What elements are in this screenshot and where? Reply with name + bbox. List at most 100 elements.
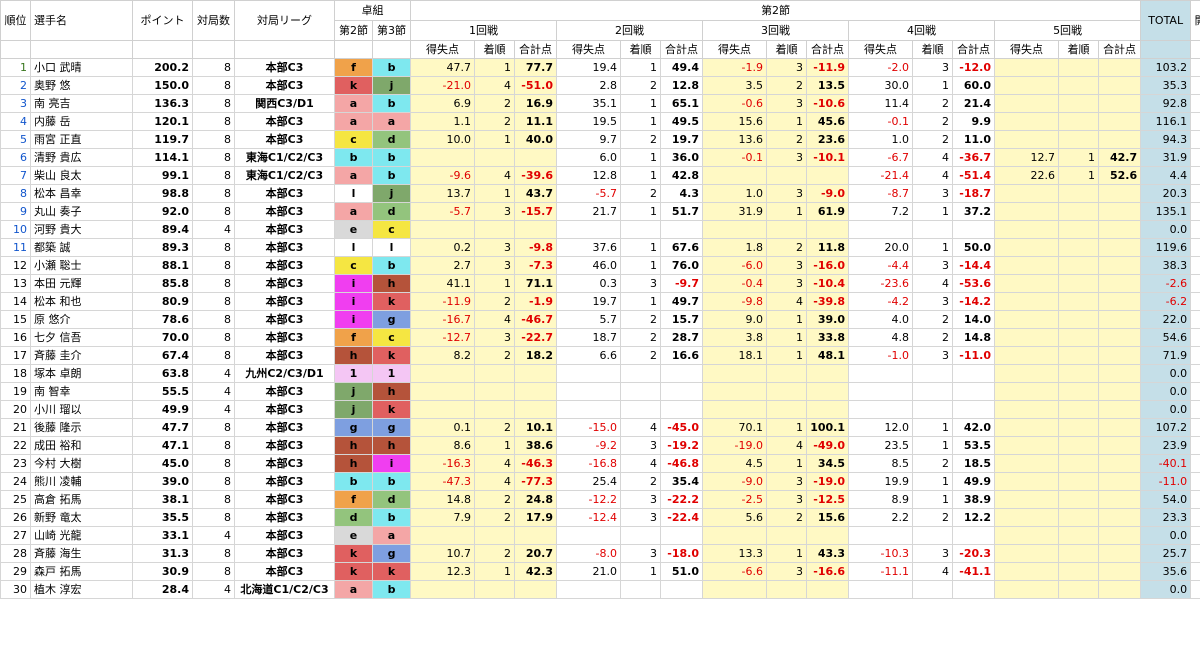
header-gain: 得失点: [848, 40, 913, 59]
match-place: 3: [912, 184, 953, 203]
table-round3-cell: i: [372, 454, 411, 473]
match-sum: 39.0: [806, 310, 849, 329]
match-gain: [994, 292, 1059, 311]
match-sum: [1097, 508, 1142, 527]
match-gain: -0.6: [702, 94, 767, 113]
match-gain: -1.0: [848, 346, 913, 365]
match-gain: -10.3: [848, 544, 913, 563]
match-sum: 48.1: [806, 346, 849, 365]
match-gain: [994, 130, 1059, 149]
points-cell: 55.5: [132, 382, 193, 401]
match-gain: [410, 400, 475, 419]
table-row: 1 小口 武晴 200.2 8 本部C3 f b 47.7 1 77.7 19.4 1 49.4 -1.9…: [0, 58, 1200, 77]
match-sum: [660, 580, 703, 599]
match-place: 1: [620, 166, 661, 185]
match-gain: 2.8: [556, 76, 621, 95]
table-round3-cell: h: [372, 274, 411, 293]
start-cell: 55.5: [1190, 382, 1200, 401]
table-row: 5 雨宮 正直 119.7 8 本部C3 c d 10.0 1 40.0 9.7 2 19.7 13.6 2…: [0, 130, 1200, 149]
rank-cell: 20: [0, 400, 31, 419]
match-sum: -9.0: [806, 184, 849, 203]
header-table-group: 卓組: [334, 0, 411, 21]
total-cell: 0.0: [1140, 400, 1192, 419]
match-place: [1058, 382, 1099, 401]
match-place: 1: [766, 202, 807, 221]
match-sum: -46.3: [514, 454, 557, 473]
match-sum: 77.7: [514, 58, 557, 77]
player-name: 植木 淳宏: [30, 580, 133, 599]
league-cell: 本部C3: [234, 346, 335, 365]
table-round3-cell: h: [372, 382, 411, 401]
match-sum: [1097, 94, 1142, 113]
match-gain: 3.8: [702, 328, 767, 347]
table-row: 24 熊川 凌輔 39.0 8 本部C3 b b -47.3 4 -77.3 25.4 2 35.4 -9…: [0, 472, 1200, 491]
player-name: 柴山 良太: [30, 166, 133, 185]
match-place: 2: [912, 94, 953, 113]
header-round2: 第2節: [334, 20, 373, 41]
match-gain: [994, 76, 1059, 95]
games-cell: 4: [192, 526, 235, 545]
match-gain: 6.6: [556, 346, 621, 365]
match-place: 1: [1058, 148, 1099, 167]
match-place: [1058, 184, 1099, 203]
table-row: 2 奥野 悠 150.0 8 本部C3 k j -21.0 4 -51.0 2.8 2 12.8 3.5 2…: [0, 76, 1200, 95]
match-gain: -12.2: [556, 490, 621, 509]
match-place: [1058, 76, 1099, 95]
match-gain: 47.7: [410, 58, 475, 77]
match-place: 3: [766, 94, 807, 113]
start-cell: 78.5: [1190, 184, 1200, 203]
match-place: 1: [474, 562, 515, 581]
table-round2-cell: 1: [334, 364, 373, 383]
match-gain: [556, 220, 621, 239]
match-gain: -0.1: [848, 112, 913, 131]
match-place: 4: [620, 418, 661, 437]
table-round3-cell: l: [372, 238, 411, 257]
match-sum: [1097, 274, 1142, 293]
match-place: 4: [766, 436, 807, 455]
match-gain: 19.7: [556, 292, 621, 311]
start-cell: 94.7: [1190, 166, 1200, 185]
rank-cell: 8: [0, 184, 31, 203]
header-sum: 合計点: [660, 40, 703, 59]
points-cell: 45.0: [132, 454, 193, 473]
match-gain: -12.4: [556, 508, 621, 527]
match-place: 1: [474, 274, 515, 293]
match-sum: 14.8: [952, 328, 995, 347]
match-gain: [702, 220, 767, 239]
rank-cell: 17: [0, 346, 31, 365]
match-sum: [1097, 58, 1142, 77]
match-gain: -1.9: [702, 58, 767, 77]
match-gain: 8.6: [410, 436, 475, 455]
start-cell: 49.9: [1190, 400, 1200, 419]
total-cell: 107.2: [1140, 418, 1192, 437]
match-place: 1: [912, 472, 953, 491]
match-place: 1: [474, 436, 515, 455]
match-place: [766, 166, 807, 185]
match-gain: 20.0: [848, 238, 913, 257]
start-cell: 89.4: [1190, 220, 1200, 239]
match-place: 1: [912, 76, 953, 95]
match-place: 1: [474, 130, 515, 149]
player-name: 森戸 拓馬: [30, 562, 133, 581]
match-place: [1058, 562, 1099, 581]
games-cell: 8: [192, 310, 235, 329]
match-gain: -0.1: [702, 148, 767, 167]
match-gain: -11.9: [410, 292, 475, 311]
table-row: 16 七夕 信吾 70.0 8 本部C3 f c -12.7 3 -22.7 18.7 2 28.7 3.…: [0, 328, 1200, 347]
points-cell: 63.8: [132, 364, 193, 383]
table-round3-cell: b: [372, 580, 411, 599]
rank-cell: 10: [0, 220, 31, 239]
total-cell: 31.9: [1140, 148, 1192, 167]
match-place: [1058, 490, 1099, 509]
league-cell: 本部C3: [234, 400, 335, 419]
match-gain: -23.6: [848, 274, 913, 293]
start-cell: -15.9: [1190, 490, 1200, 509]
match-place: 4: [474, 76, 515, 95]
rank-cell: 26: [0, 508, 31, 527]
match-sum: 49.7: [660, 292, 703, 311]
games-cell: 8: [192, 166, 235, 185]
match-sum: -16.0: [806, 256, 849, 275]
